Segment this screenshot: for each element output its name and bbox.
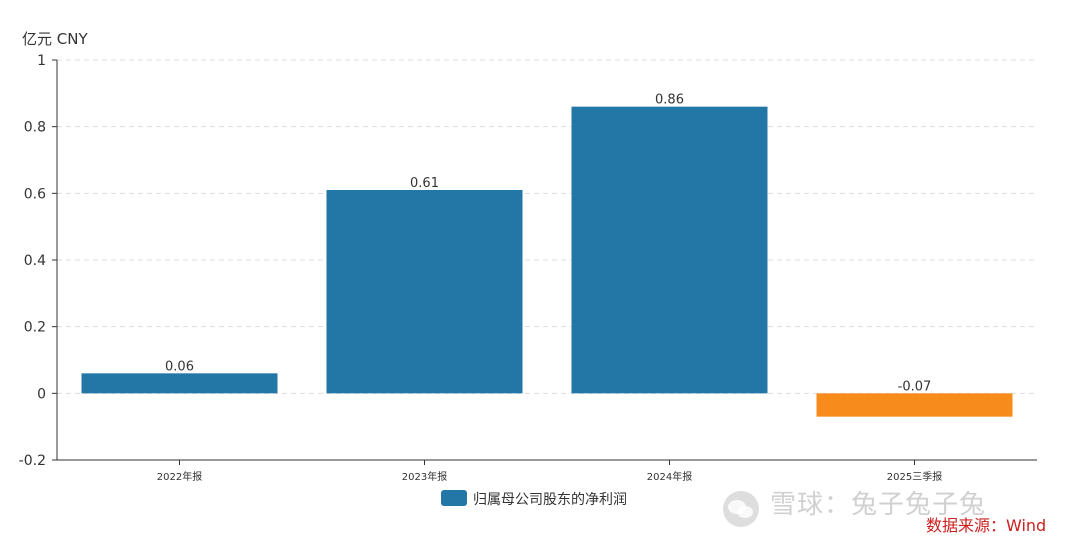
x-axis-ticks: 2022年报 2023年报 2024年报 2025三季报 [157, 460, 942, 483]
y-axis-ticks: -0.2 0 0.2 0.4 0.6 0.8 1 [19, 53, 57, 469]
x-tick-label: 2025三季报 [887, 470, 942, 483]
x-tick-label: 2022年报 [157, 470, 202, 483]
bar [816, 393, 1013, 417]
legend-swatch [441, 490, 467, 506]
watermark: 雪球：兔子兔子兔 [722, 482, 1072, 534]
bar-value-label: 0.86 [655, 93, 684, 108]
legend-label: 归属母公司股东的净利润 [473, 491, 627, 508]
data-source-label: 数据来源：Wind [926, 516, 1047, 535]
y-tick-label: 0.4 [24, 253, 46, 269]
bar [571, 106, 768, 394]
y-tick-label: -0.2 [19, 453, 46, 469]
wechat-icon [723, 491, 759, 527]
x-tick-label: 2023年报 [402, 470, 447, 483]
x-tick-label: 2024年报 [647, 470, 692, 483]
gridlines [57, 59, 1037, 394]
y-tick-label: 1 [37, 53, 46, 69]
y-tick-label: 0.8 [24, 120, 46, 136]
y-tick-label: 0 [37, 386, 46, 402]
bar-value-labels: 0.06 0.61 0.86 -0.07 [165, 93, 931, 395]
bar-value-label: 0.61 [410, 176, 439, 191]
watermark-text: 雪球：兔子兔子兔 [770, 490, 987, 520]
y-axis-unit-label: 亿元 CNY [22, 30, 88, 48]
legend[interactable]: 归属母公司股东的净利润 [441, 490, 627, 508]
bar [326, 190, 523, 394]
y-tick-label: 0.6 [24, 186, 46, 202]
bars [81, 106, 1013, 417]
bar [81, 373, 278, 394]
bar-value-label: -0.07 [898, 379, 932, 394]
y-tick-label: 0.2 [24, 320, 46, 336]
bar-value-label: 0.06 [165, 359, 194, 374]
